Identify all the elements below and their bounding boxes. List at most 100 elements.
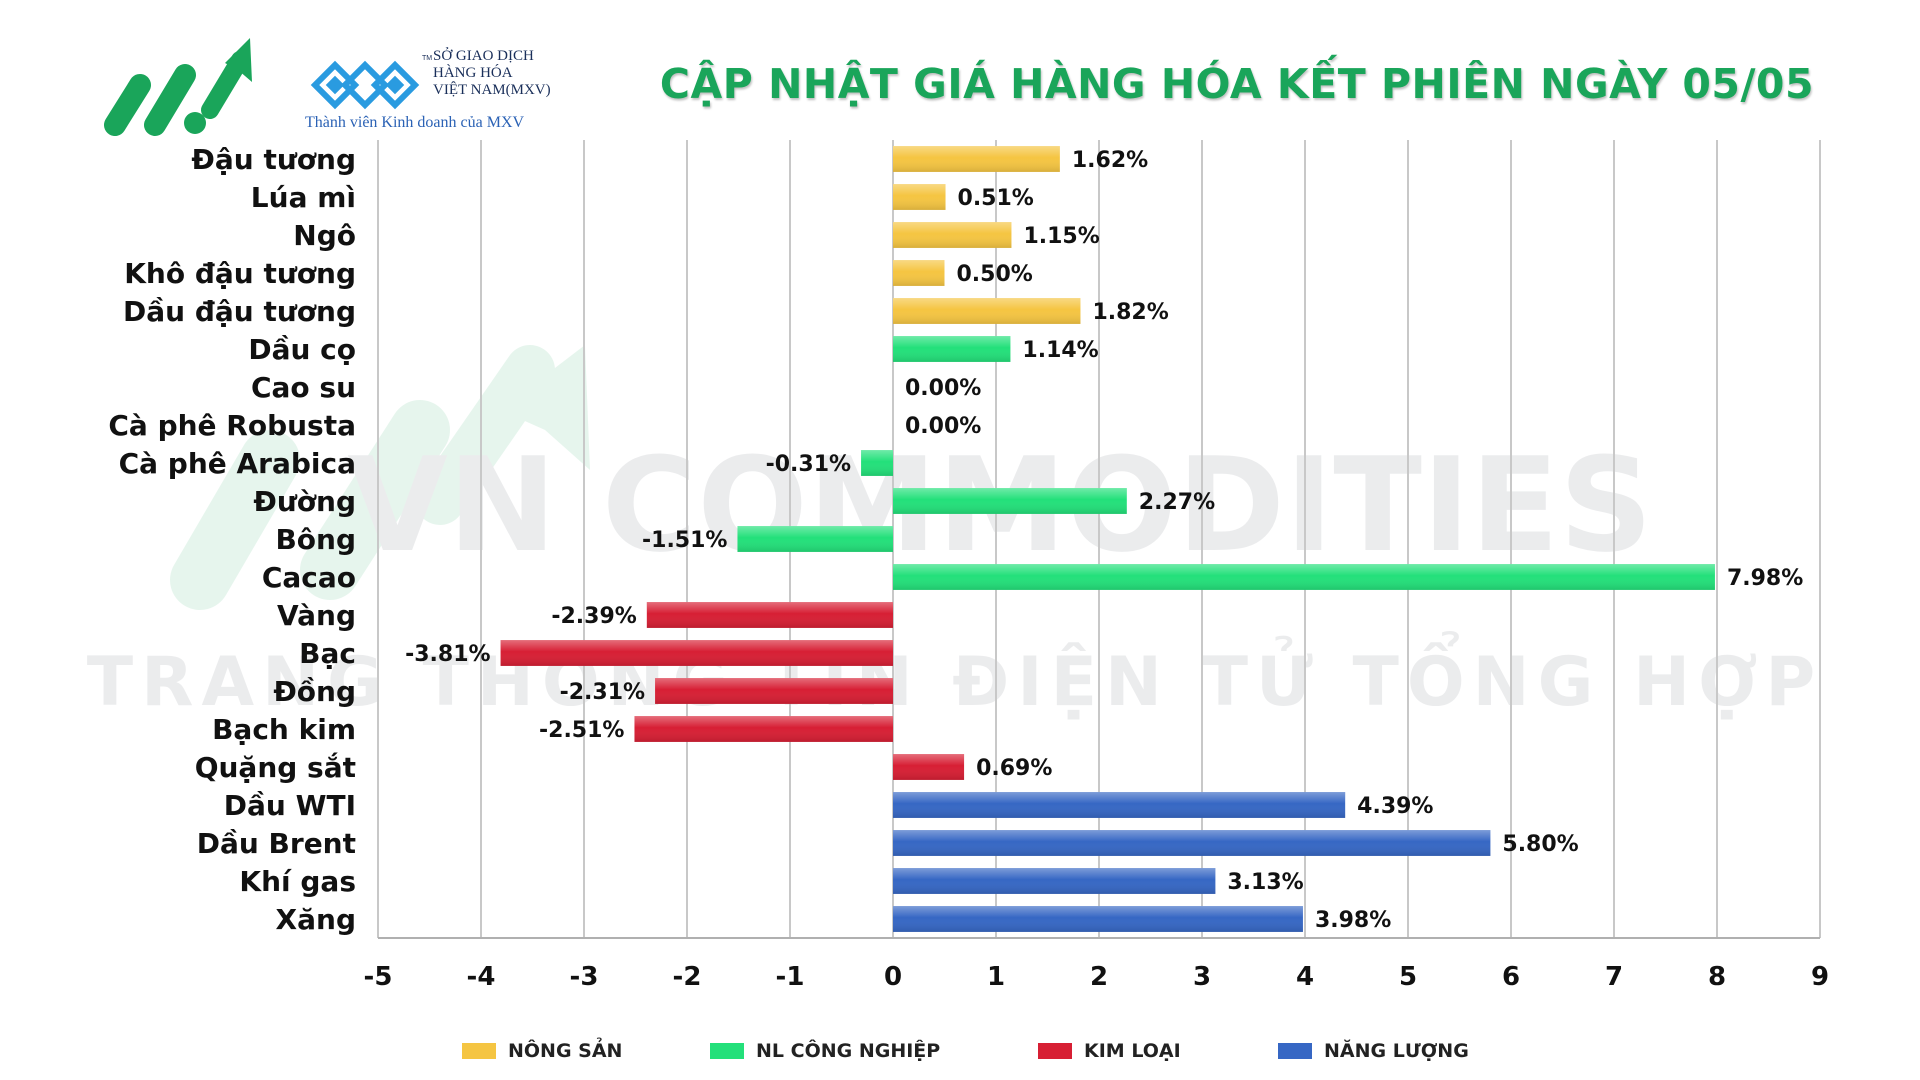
x-tick-label: 2 (1090, 962, 1108, 992)
legend-swatch (462, 1043, 496, 1059)
data-label: 0.50% (957, 262, 1033, 287)
bars (500, 146, 1715, 932)
legend-swatch (1038, 1043, 1072, 1059)
category-label: Dầu đậu tương (123, 295, 356, 328)
data-label: 0.69% (976, 756, 1052, 781)
category-label: Cacao (262, 561, 356, 594)
member-text: Thành viên Kinh doanh của MXV (305, 114, 525, 131)
data-label: -1.51% (642, 528, 727, 553)
bar-shine (893, 298, 1081, 324)
trademark-mark: TM (422, 55, 432, 62)
logo-area: TM (104, 38, 432, 136)
bar-shine (500, 640, 893, 666)
bar-shine (893, 754, 965, 780)
x-tick-label: -3 (570, 962, 599, 992)
x-tick-label: 8 (1708, 962, 1726, 992)
value-labels: 1.62% 0.51% 1.15% 0.50% 1.82% 1.14% 0.00% 0.00%… (405, 148, 1803, 933)
bar-shine (893, 792, 1346, 818)
data-label: -3.81% (405, 642, 490, 667)
data-label: -2.39% (551, 604, 636, 629)
category-label: Đồng (273, 675, 356, 708)
page-title: CẬP NHẬT GIÁ HÀNG HÓA KẾT PHIÊN NGÀY 05/… (659, 60, 1814, 108)
data-label: 0.00% (905, 414, 981, 439)
category-label: Khí gas (239, 865, 356, 898)
exchange-name-line-1: SỞ GIAO DỊCH (433, 48, 534, 64)
bar-shine (646, 602, 893, 628)
data-label: -2.31% (560, 680, 645, 705)
x-tick-label: -4 (467, 962, 496, 992)
x-tick-label: 3 (1193, 962, 1211, 992)
data-label: 2.27% (1139, 490, 1215, 515)
category-label: Bông (275, 523, 356, 556)
bar-shine (655, 678, 893, 704)
category-label: Đường (253, 485, 356, 518)
category-label: Cà phê Arabica (119, 447, 356, 480)
category-label: Dầu WTI (224, 789, 356, 822)
x-tick-label: 6 (1502, 962, 1520, 992)
category-labels: Đậu tương Lúa mì Ngô Khô đậu tương Dầu đậu t… (108, 143, 356, 936)
data-label: -0.31% (766, 452, 851, 477)
bar-shine (893, 868, 1216, 894)
x-tick-label: 0 (884, 962, 902, 992)
exchange-name: SỞ GIAO DỊCH HÀNG HÓA VIỆT NAM(MXV) (433, 48, 551, 99)
x-tick-label: -2 (673, 962, 702, 992)
x-tick-label: -1 (776, 962, 805, 992)
data-label: 1.15% (1023, 224, 1099, 249)
category-label: Quặng sắt (195, 751, 356, 784)
bar-shine (737, 526, 893, 552)
x-tick-label: 4 (1296, 962, 1314, 992)
category-label: Bạc (299, 637, 356, 670)
data-label: 0.51% (958, 186, 1034, 211)
bar-shine (893, 260, 945, 286)
exchange-name-line-3: VIỆT NAM(MXV) (433, 82, 551, 98)
category-label: Ngô (293, 219, 356, 252)
bar-shine (893, 222, 1012, 248)
category-label: Dầu Brent (197, 827, 356, 860)
legend-swatch (710, 1043, 744, 1059)
category-label: Xăng (276, 903, 356, 936)
x-tick-label: 7 (1605, 962, 1623, 992)
data-label: 1.82% (1092, 300, 1168, 325)
category-label: Đậu tương (191, 143, 356, 176)
legend-label: NĂNG LƯỢNG (1324, 1040, 1469, 1062)
bar-shine (893, 906, 1303, 932)
x-tick-label: 5 (1399, 962, 1417, 992)
watermark-logo-icon (170, 345, 590, 610)
data-label: 3.98% (1315, 908, 1391, 933)
x-tick-label: 9 (1811, 962, 1829, 992)
bar-shine (634, 716, 893, 742)
legend-swatch (1278, 1043, 1312, 1059)
category-label: Lúa mì (251, 181, 356, 214)
x-tick-label: 1 (987, 962, 1005, 992)
category-label: Khô đậu tương (124, 257, 356, 290)
category-label: Cà phê Robusta (108, 409, 356, 442)
data-label: 1.62% (1072, 148, 1148, 173)
exchange-name-line-2: HÀNG HÓA (433, 65, 513, 81)
bar-shine (893, 488, 1127, 514)
legend-label: NL CÔNG NGHIỆP (756, 1040, 941, 1062)
category-label: Cao su (251, 371, 356, 404)
bar-shine (893, 146, 1060, 172)
category-label: Vàng (277, 599, 356, 632)
legend-item: NĂNG LƯỢNG (1278, 1040, 1469, 1062)
bar-shine (893, 830, 1491, 856)
bar-shine (893, 336, 1011, 362)
watermark-line-2: TRANG THÔNG TIN ĐIỆN TỬ TỔNG HỢP (87, 631, 1823, 722)
legend-item: KIM LOẠI (1038, 1040, 1181, 1062)
category-label: Dầu cọ (248, 333, 356, 366)
mxv-logo-icon (310, 60, 420, 110)
data-label: 0.00% (905, 376, 981, 401)
bar-shine (861, 450, 893, 476)
legend-item: NL CÔNG NGHIỆP (710, 1040, 940, 1062)
category-label: Bạch kim (212, 713, 356, 746)
legend-item: NÔNG SẢN (462, 1040, 622, 1062)
data-label: 3.13% (1227, 870, 1303, 895)
bar-shine (893, 564, 1715, 590)
company-logo-icon (104, 38, 252, 136)
data-label: 7.98% (1727, 566, 1803, 591)
legend-label: NÔNG SẢN (508, 1040, 623, 1062)
legend: NÔNG SẢN NL CÔNG NGHIỆP KIM LOẠI NĂNG LƯỢNG (0, 1040, 1920, 1070)
legend-label: KIM LOẠI (1084, 1040, 1181, 1062)
data-label: 1.14% (1022, 338, 1098, 363)
data-label: -2.51% (539, 718, 624, 743)
